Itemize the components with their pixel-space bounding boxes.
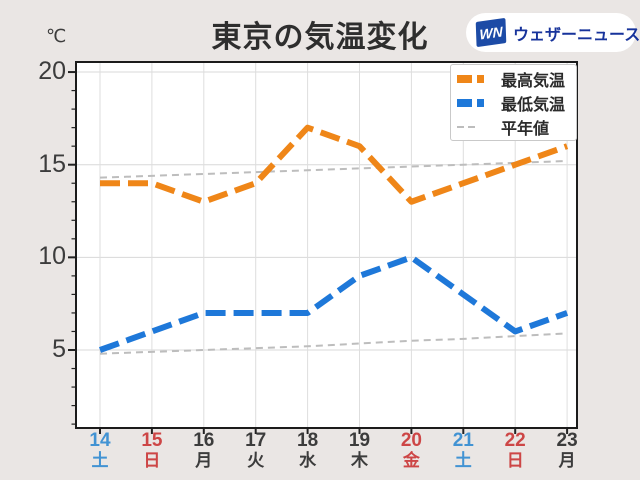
y-axis-unit-label: ℃ bbox=[46, 26, 67, 46]
y-tick-label: 20 bbox=[38, 57, 66, 86]
x-weekday-label: 金 bbox=[402, 451, 420, 470]
x-date-label: 17 bbox=[245, 430, 267, 451]
y-tick-label: 5 bbox=[52, 335, 66, 363]
weathernews-logo-text: ウェザーニュース bbox=[513, 26, 640, 44]
x-date-label: 14 bbox=[89, 430, 111, 451]
x-weekday-label: 火 bbox=[247, 451, 265, 470]
legend-label: 最高気温 bbox=[501, 73, 566, 90]
x-date-label: 23 bbox=[556, 430, 578, 451]
normal-dash-icon bbox=[457, 126, 493, 128]
x-date-label: 18 bbox=[297, 430, 319, 451]
x-date-label: 16 bbox=[193, 430, 215, 451]
y-tick-label: 15 bbox=[38, 149, 66, 178]
x-date-label: 15 bbox=[141, 430, 163, 451]
legend-item-max-temp: 最高気温 bbox=[457, 67, 570, 91]
legend-item-min-temp: 最低気温 bbox=[457, 91, 570, 115]
x-date-label: 21 bbox=[452, 430, 474, 451]
x-date-label: 22 bbox=[504, 430, 526, 451]
x-weekday-label: 木 bbox=[351, 451, 368, 470]
legend-label: 最低気温 bbox=[501, 97, 566, 114]
x-weekday-label: 水 bbox=[299, 451, 317, 470]
chart-title: 東京の気温変化 bbox=[211, 21, 429, 54]
x-weekday-label: 日 bbox=[143, 451, 161, 470]
x-date-label: 19 bbox=[348, 430, 371, 451]
x-date-label: 20 bbox=[400, 430, 422, 451]
legend-item-normal: 平年値 bbox=[457, 115, 570, 139]
max-temp-dash-icon bbox=[457, 75, 493, 83]
min-temp-dash-icon bbox=[457, 99, 493, 107]
y-tick-label: 10 bbox=[38, 242, 66, 271]
chart-legend: 最高気温 最低気温 平年値 bbox=[450, 64, 577, 141]
weathernews-logo: WN ウェザーニュース bbox=[466, 13, 640, 52]
x-weekday-label: 月 bbox=[195, 451, 213, 470]
x-weekday-label: 日 bbox=[506, 451, 524, 470]
x-weekday-label: 月 bbox=[558, 451, 576, 470]
x-weekday-label: 土 bbox=[454, 451, 472, 470]
x-weekday-label: 土 bbox=[91, 451, 109, 470]
legend-label: 平年値 bbox=[501, 121, 550, 138]
